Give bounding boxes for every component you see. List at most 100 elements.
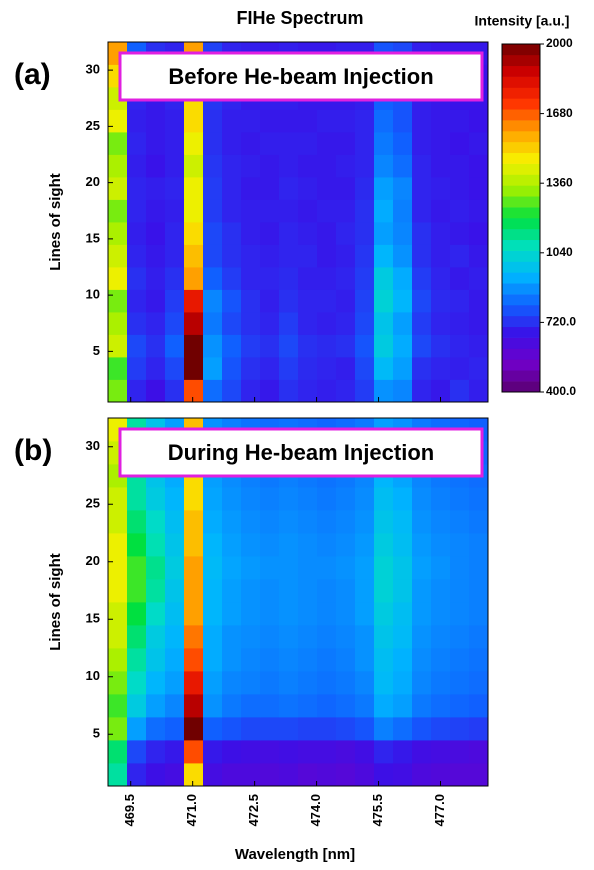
heatmap-cell: [298, 740, 318, 764]
heatmap-cell: [260, 533, 280, 557]
heatmap-cell: [298, 625, 318, 649]
colorbar-band: [502, 54, 540, 67]
heatmap-cell: [431, 556, 451, 580]
heatmap-cell: [241, 379, 261, 403]
heatmap-cell: [184, 717, 204, 741]
heatmap-cell: [393, 487, 413, 511]
heatmap-cell: [355, 244, 375, 268]
heatmap-cell: [127, 648, 147, 672]
heatmap-cell: [336, 694, 356, 718]
heatmap-cell: [108, 132, 128, 155]
heatmap-cell: [374, 625, 394, 649]
heatmap-cell: [393, 602, 413, 626]
x-tick-label: 474.0: [308, 794, 323, 827]
heatmap-cell: [260, 487, 280, 511]
heatmap-cell: [146, 740, 166, 764]
heatmap-cell: [127, 289, 147, 313]
heatmap-cell: [165, 625, 185, 649]
heatmap-cell: [317, 244, 337, 268]
heatmap-cell: [393, 154, 413, 178]
heatmap-cell: [127, 602, 147, 626]
heatmap-cell: [374, 602, 394, 626]
heatmap-cell: [165, 312, 185, 335]
heatmap-cell: [431, 379, 451, 403]
heatmap-cell: [336, 648, 356, 672]
heatmap-cell: [279, 154, 299, 178]
heatmap-cell: [146, 533, 166, 557]
heatmap-cell: [203, 671, 223, 695]
heatmap-cell: [203, 312, 223, 335]
heatmap-cell: [127, 556, 147, 580]
colorbar-band: [502, 359, 540, 371]
heatmap-cell: [127, 379, 147, 403]
heatmap-cell: [469, 222, 489, 245]
heatmap-cell: [146, 312, 166, 335]
heatmap-cell: [241, 244, 261, 268]
heatmap-cell: [450, 132, 470, 155]
y-tick-label: 10: [86, 287, 100, 302]
heatmap-cell: [450, 625, 470, 649]
heatmap-cell: [241, 487, 261, 511]
heatmap-cell: [355, 222, 375, 245]
heatmap-cell: [108, 625, 128, 649]
heatmap-cell: [374, 132, 394, 155]
heatmap-cell: [165, 199, 185, 223]
x-tick-label: 471.0: [184, 794, 199, 827]
heatmap-cell: [450, 533, 470, 557]
heatmap-cell: [317, 154, 337, 178]
heatmap-cell: [184, 579, 204, 603]
heatmap-cell: [108, 487, 128, 511]
heatmap-cell: [412, 487, 432, 511]
plot-frame: [107, 417, 489, 787]
heatmap-cell: [431, 132, 451, 155]
heatmap-cell: [146, 222, 166, 245]
heatmap-cell: [108, 177, 128, 200]
y-tick-label: 30: [86, 438, 100, 453]
heatmap-cell: [165, 357, 185, 380]
heatmap-cell: [393, 334, 413, 358]
heatmap-cell: [317, 267, 337, 290]
panel-label: (a): [14, 58, 51, 91]
heatmap-cell: [127, 357, 147, 380]
colorbar-tick-label: 1680: [546, 106, 573, 120]
heatmap-cell: [336, 556, 356, 580]
colorbar-band: [502, 196, 540, 208]
heatmap-cell: [450, 312, 470, 335]
heatmap-cell: [203, 625, 223, 649]
heatmap-cell: [127, 510, 147, 534]
heatmap-cell: [279, 222, 299, 245]
heatmap-cell: [374, 244, 394, 268]
heatmap-cell: [298, 177, 318, 200]
heatmap-cell: [412, 357, 432, 380]
heatmap-cell: [184, 602, 204, 626]
heatmap-cell: [374, 717, 394, 741]
colorbar-band: [502, 76, 540, 88]
heatmap-cell: [108, 602, 128, 626]
colorbar-band: [502, 152, 540, 164]
heatmap-cell: [355, 648, 375, 672]
colorbar-band: [502, 174, 540, 186]
colorbar-band: [502, 65, 540, 77]
heatmap-cell: [355, 717, 375, 741]
y-axis-label: Lines of sight: [47, 553, 64, 651]
heatmap-cell: [298, 533, 318, 557]
heatmap-cell: [431, 177, 451, 200]
heatmap-cell: [108, 154, 128, 178]
heatmap-cell: [260, 379, 280, 403]
heatmap-cell: [336, 132, 356, 155]
heatmap-cell: [317, 694, 337, 718]
heatmap-cell: [260, 334, 280, 358]
colorbar-band: [502, 250, 540, 262]
heatmap-cell: [222, 510, 242, 534]
heatmap-cell: [298, 648, 318, 672]
colorbar-frame: [501, 43, 541, 393]
heatmap-cell: [279, 289, 299, 313]
colorbar-tick-label: 720.0: [546, 315, 576, 329]
heatmap-cell: [336, 763, 356, 787]
heatmap-cell: [184, 740, 204, 764]
heatmap-cell: [184, 671, 204, 695]
colorbar-band: [502, 207, 540, 219]
heatmap-cell: [355, 154, 375, 178]
heatmap-cell: [184, 199, 204, 223]
heatmap-cell: [127, 694, 147, 718]
